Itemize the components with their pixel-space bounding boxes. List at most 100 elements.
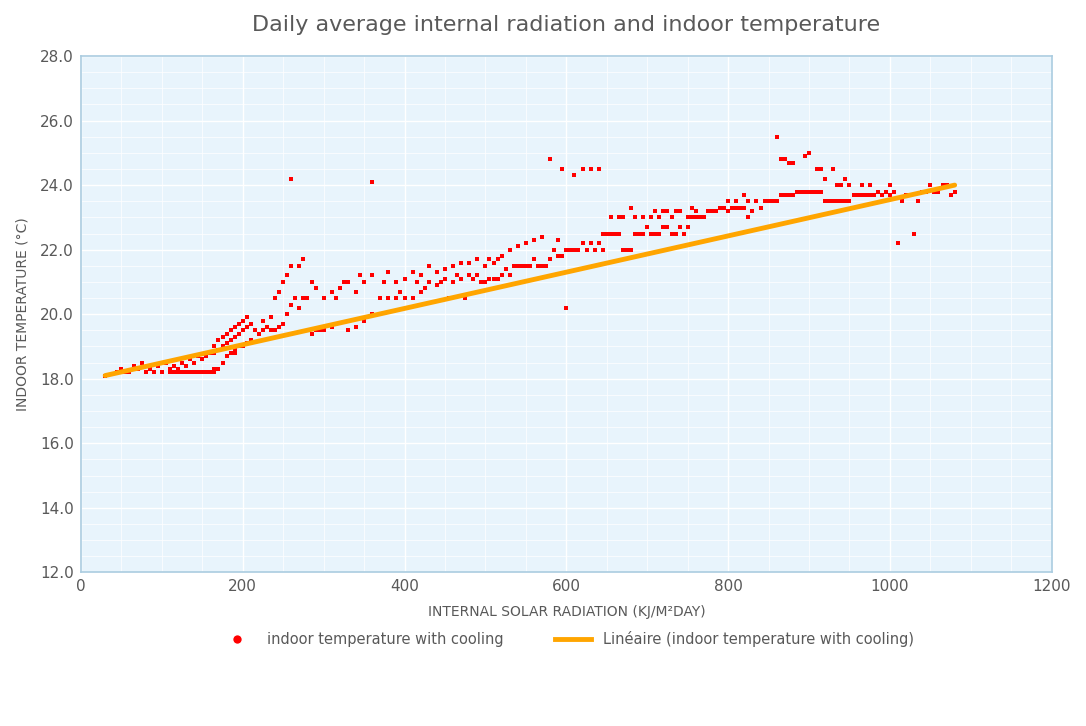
Point (763, 195, 781, 207)
Point (659, 205, 677, 217)
Point (946, 186, 963, 197)
Point (339, 325, 356, 336)
Point (918, 186, 935, 197)
Point (687, 205, 705, 217)
Point (275, 276, 292, 287)
Point (521, 260, 539, 272)
Point (129, 363, 147, 375)
Point (634, 211, 652, 223)
Point (554, 163, 571, 175)
Point (793, 186, 810, 197)
Point (161, 363, 178, 375)
Point (348, 286, 365, 298)
Point (109, 367, 126, 378)
Point (489, 253, 506, 265)
Point (646, 228, 664, 240)
Point (780, 157, 797, 168)
Point (193, 354, 211, 365)
Point (291, 302, 308, 314)
Point (704, 205, 721, 217)
Point (897, 189, 914, 200)
Point (922, 179, 939, 191)
Point (606, 228, 623, 240)
Point (307, 325, 325, 336)
Point (784, 189, 801, 200)
Point (315, 325, 332, 336)
Point (222, 347, 239, 359)
Point (695, 211, 712, 223)
Point (901, 189, 919, 200)
Point (214, 356, 231, 368)
Point (230, 318, 248, 330)
Point (866, 189, 883, 200)
Point (198, 351, 215, 362)
Point (598, 228, 616, 240)
Point (622, 202, 640, 213)
Point (594, 244, 611, 256)
Point (412, 269, 429, 281)
Point (323, 286, 340, 298)
Point (509, 240, 527, 252)
Point (210, 344, 227, 356)
Point (615, 244, 632, 256)
Point (449, 269, 466, 281)
Point (889, 237, 907, 249)
Point (323, 322, 340, 333)
Point (869, 186, 886, 197)
Point (655, 205, 672, 217)
Point (752, 202, 769, 213)
Point (465, 273, 482, 285)
Point (141, 363, 159, 375)
Point (812, 163, 830, 175)
Y-axis label: INDOOR TEMPERATURE (°C): INDOOR TEMPERATURE (°C) (15, 217, 29, 411)
Point (573, 163, 591, 175)
Point (404, 266, 421, 278)
Point (396, 273, 414, 285)
Point (497, 264, 515, 275)
Point (303, 327, 320, 339)
Point (113, 363, 130, 375)
Point (845, 189, 862, 200)
Point (683, 211, 700, 223)
Point (622, 244, 640, 256)
Point (218, 351, 236, 362)
Point (460, 257, 478, 269)
Point (149, 360, 166, 372)
Point (817, 195, 834, 207)
Point (716, 202, 733, 213)
Point (610, 211, 628, 223)
Point (671, 205, 689, 217)
Point (910, 195, 927, 207)
Point (529, 260, 546, 272)
Point (214, 331, 231, 343)
Point (364, 269, 381, 281)
Point (453, 273, 470, 285)
Point (453, 257, 470, 269)
Point (235, 315, 252, 327)
Point (796, 150, 813, 162)
Point (655, 221, 672, 233)
Point (651, 228, 668, 240)
Point (242, 318, 260, 330)
Point (146, 367, 163, 378)
Point (857, 189, 874, 200)
Point (667, 228, 684, 240)
Point (740, 211, 757, 223)
Point (517, 260, 534, 272)
Point (566, 244, 583, 256)
Point (392, 286, 409, 298)
Point (590, 163, 607, 175)
Point (836, 195, 854, 207)
Point (218, 338, 236, 349)
Point (226, 344, 243, 356)
Point (938, 179, 956, 191)
Point (728, 195, 745, 207)
Point (202, 347, 219, 359)
Point (307, 282, 325, 294)
Point (671, 221, 689, 233)
Point (748, 195, 766, 207)
Point (444, 276, 462, 287)
Point (501, 269, 518, 281)
Point (174, 356, 191, 368)
Point (833, 195, 850, 207)
